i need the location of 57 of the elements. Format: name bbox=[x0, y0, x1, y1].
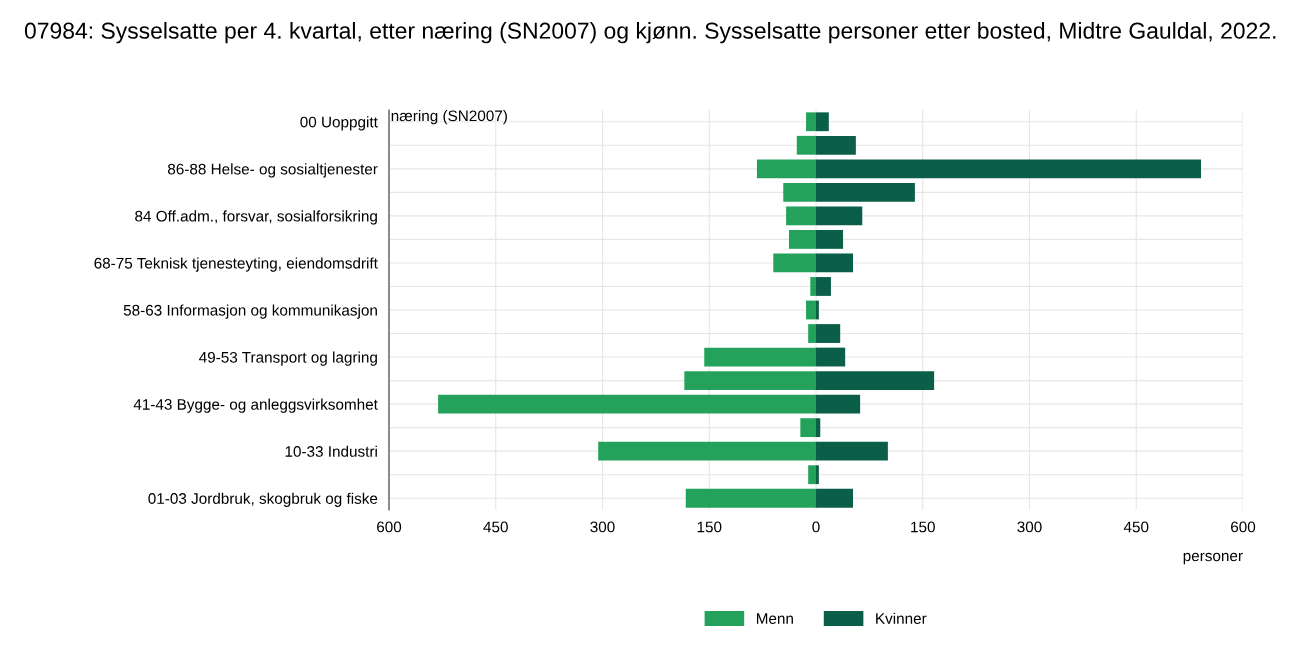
bar bbox=[808, 324, 816, 343]
bar bbox=[796, 135, 816, 155]
bar bbox=[808, 465, 816, 485]
y-tick-label: 01-03 Jordbruk, skogbruk og fiske bbox=[148, 492, 378, 507]
x-tick-label: 450 bbox=[483, 521, 508, 533]
bar bbox=[685, 488, 816, 508]
x-tick-label: 300 bbox=[1017, 521, 1042, 533]
bar bbox=[704, 347, 816, 367]
bar bbox=[816, 206, 863, 226]
bar bbox=[816, 159, 1202, 179]
x-tick-label: 600 bbox=[377, 521, 402, 533]
bar bbox=[816, 230, 844, 249]
bar bbox=[598, 441, 816, 461]
y-tick-label: 68-75 Teknisk tjenesteyting, eiendomsdrift bbox=[94, 257, 378, 272]
bar bbox=[816, 300, 819, 320]
bar bbox=[816, 112, 829, 132]
bar bbox=[816, 465, 819, 485]
x-tick-label: 0 bbox=[812, 521, 820, 533]
y-tick-label: 00 Uoppgitt bbox=[300, 116, 378, 131]
y-tick-label: 41-43 Bygge- og anleggsvirksomhet bbox=[133, 398, 378, 413]
y-tick-label: 58-63 Informasjon og kommunikasjon bbox=[123, 304, 377, 319]
x-tick-label: 600 bbox=[1231, 521, 1256, 533]
legend-label: Kvinner bbox=[876, 612, 927, 624]
y-axis-title: næring (SN2007) bbox=[391, 110, 507, 125]
x-tick-label: 150 bbox=[697, 521, 722, 533]
bar bbox=[810, 277, 816, 296]
y-tick-label: 49-53 Transport og lagring bbox=[199, 351, 377, 366]
bar bbox=[806, 112, 816, 132]
y-tick-label: 10-33 Industri bbox=[285, 445, 377, 457]
bar bbox=[816, 135, 856, 155]
bar bbox=[786, 206, 816, 226]
x-axis-title: personer bbox=[1183, 552, 1243, 565]
x-tick-label: 150 bbox=[911, 521, 935, 533]
bar bbox=[756, 159, 816, 179]
bar bbox=[816, 347, 846, 367]
bar bbox=[816, 488, 854, 508]
bar bbox=[816, 182, 915, 202]
bar bbox=[438, 394, 816, 414]
bar bbox=[816, 394, 861, 414]
bar bbox=[806, 300, 816, 320]
bar bbox=[783, 182, 816, 202]
bar bbox=[816, 441, 888, 461]
bar bbox=[816, 324, 841, 343]
bar bbox=[788, 230, 816, 249]
chart-title: 07984: Sysselsatte per 4. kvartal, etter næring (SN2007) og kjønn. Sysselsatte personer etter bosted, Midtre Gauldal, 2022. bbox=[24, 22, 1276, 44]
bar bbox=[773, 253, 816, 273]
bar bbox=[816, 371, 935, 390]
legend-label: Menn bbox=[756, 613, 793, 624]
x-tick-label: 450 bbox=[1123, 521, 1149, 533]
bar bbox=[816, 418, 821, 438]
bar bbox=[800, 418, 816, 438]
x-tick-label: 300 bbox=[590, 521, 615, 533]
y-tick-label: 84 Off.adm., forsvar, sosialforsikring bbox=[135, 210, 377, 225]
bar bbox=[684, 371, 816, 390]
bar bbox=[816, 253, 854, 273]
y-tick-label: 86-88 Helse- og sosialtjenester bbox=[167, 163, 378, 178]
bar bbox=[816, 277, 831, 296]
